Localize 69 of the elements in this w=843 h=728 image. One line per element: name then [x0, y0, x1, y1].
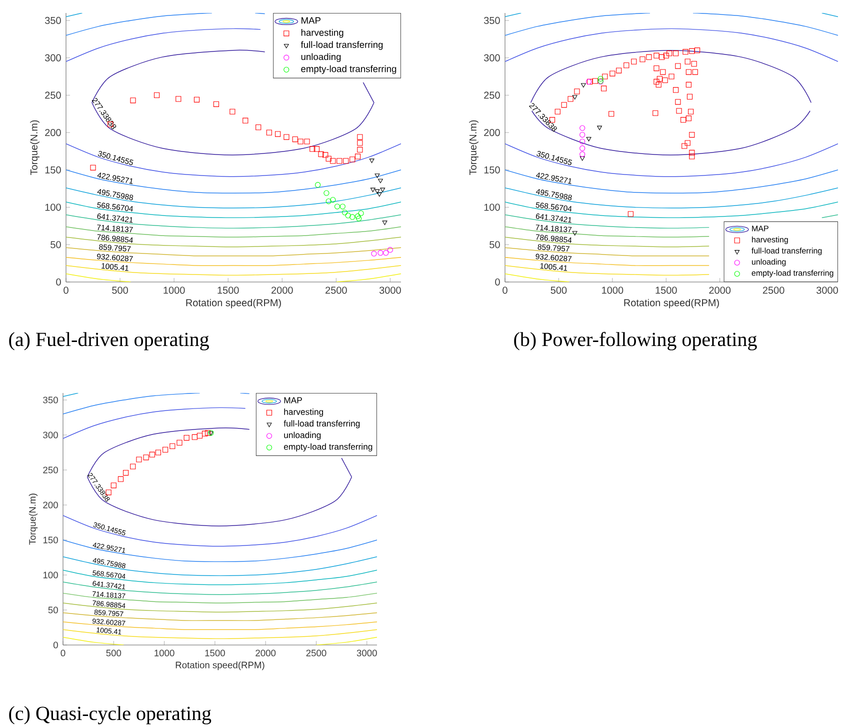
x-tick-label: 0 [502, 286, 508, 294]
x-tick-label: 2000 [272, 286, 293, 294]
x-tick-label: 2500 [326, 286, 347, 294]
x-tick-label: 1000 [164, 286, 185, 294]
x-tick-label: 500 [106, 650, 122, 656]
x-tick-label: 500 [112, 286, 128, 294]
legend-label: full-load transferring [284, 420, 360, 428]
text: (c) Quasi-cycle operating [9, 706, 212, 724]
x-axis-title: Rotation speed(RPM) [186, 298, 281, 308]
y-tick-label: 350 [484, 16, 500, 24]
y-tick-label: 250 [43, 466, 58, 474]
x-tick-label: 2000 [256, 650, 276, 656]
x-tick-label: 1500 [656, 286, 677, 294]
y-tick-label: 200 [484, 129, 500, 136]
legend-label: harvesting [301, 29, 344, 38]
x-tick-label: 1500 [205, 650, 225, 656]
y-tick-label: 350 [43, 396, 58, 404]
y-tick-label: 200 [45, 129, 61, 136]
y-tick-label: 300 [44, 54, 61, 62]
y-axis-title: Torque(N.m) [469, 120, 478, 176]
x-tick-label: 1500 [218, 286, 239, 294]
x-tick-label: 0 [60, 650, 66, 656]
x-tick-label: 2500 [762, 286, 784, 294]
y-tick-label: 250 [484, 92, 500, 99]
y-tick-label: 100 [43, 572, 58, 578]
legend-label: empty-load transferring [752, 270, 834, 278]
legend-label: full-load transferring [300, 41, 383, 50]
y-tick-label: 150 [45, 166, 61, 174]
legend-label: harvesting [284, 408, 324, 417]
x-tick-label: 2500 [306, 650, 326, 656]
legend-label: unloading [301, 53, 341, 62]
y-axis-title: Torque(N.m) [28, 494, 38, 545]
text: (a) Fuel-driven operating [9, 332, 209, 350]
x-tick-label: 1000 [602, 286, 624, 294]
x-tick-label: 2000 [709, 286, 731, 294]
y-tick-label: 350 [44, 16, 61, 24]
legend-label: unloading [284, 432, 321, 440]
legend-title: MAP [284, 397, 302, 404]
x-tick-label: 3000 [816, 286, 838, 294]
x-tick-label: 3000 [356, 650, 377, 656]
y-tick-label: 50 [48, 606, 58, 614]
text: (b) Power-following operating [514, 332, 757, 350]
y-tick-label: 150 [484, 166, 500, 174]
x-tick-label: 1000 [154, 650, 174, 656]
y-tick-label: 250 [45, 92, 61, 99]
y-axis-title: Torque(N.m) [30, 120, 40, 176]
legend-title: MAP [302, 17, 320, 24]
x-tick-label: 0 [64, 286, 68, 294]
y-tick-label: 0 [495, 278, 500, 286]
y-tick-label: 50 [490, 241, 500, 248]
legend-label: full-load transferring [752, 248, 822, 256]
x-axis-title: Rotation speed(RPM) [624, 298, 719, 308]
y-tick-label: 0 [53, 642, 58, 648]
x-tick-label: 500 [550, 286, 567, 294]
y-tick-label: 100 [484, 204, 500, 211]
y-tick-label: 150 [43, 536, 58, 544]
y-tick-label: 50 [50, 241, 61, 248]
legend-label: empty-load transferring [284, 443, 372, 452]
y-tick-label: 300 [43, 432, 58, 438]
legend-title: MAP [752, 226, 768, 232]
legend-label: empty-load transferring [301, 65, 396, 74]
y-tick-label: 300 [484, 54, 500, 62]
legend-label: unloading [752, 258, 786, 266]
y-tick-label: 0 [56, 278, 61, 286]
y-tick-label: 100 [45, 204, 61, 211]
x-axis-title: Rotation speed(RPM) [176, 661, 264, 670]
y-tick-label: 200 [43, 502, 58, 508]
legend-label: harvesting [752, 236, 788, 244]
x-tick-label: 3000 [379, 286, 401, 294]
